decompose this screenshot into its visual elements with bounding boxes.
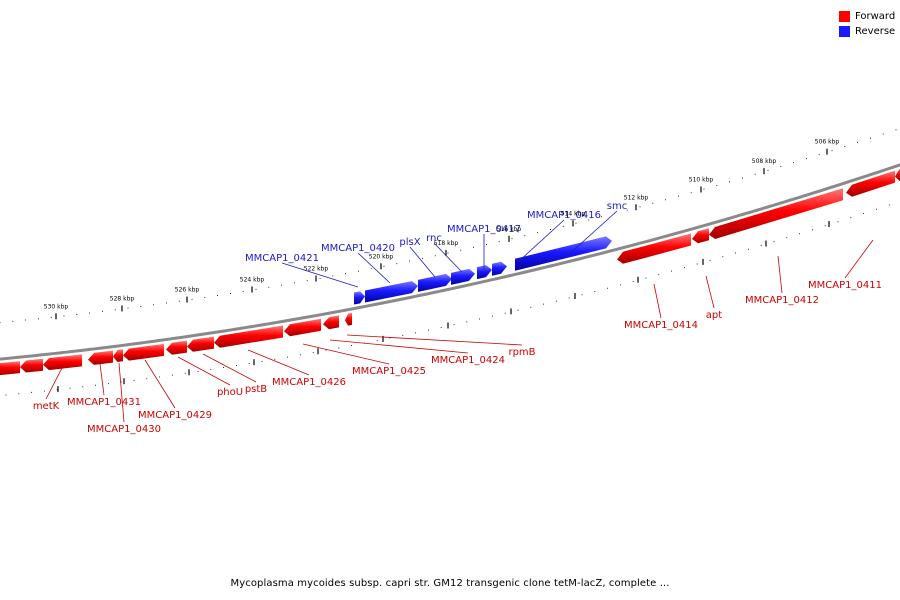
forward-gene-arrow[interactable]	[187, 336, 214, 352]
leader-line	[302, 343, 390, 365]
forward-swatch	[839, 11, 850, 22]
gene-label-g-0430[interactable]: MMCAP1_0430	[87, 424, 161, 435]
tick-label: 506 kbp	[815, 139, 840, 146]
forward-gene-arrow[interactable]	[895, 167, 900, 181]
gene-label-g-metK[interactable]: metK	[33, 401, 60, 412]
genome-backbone	[0, 163, 900, 361]
leader-line	[433, 242, 463, 273]
gene-label-g-0426[interactable]: MMCAP1_0426	[272, 377, 346, 388]
leader-line	[281, 262, 359, 288]
leader-line	[777, 255, 783, 294]
gene-label-g-apt[interactable]: apt	[706, 310, 722, 321]
forward-gene-arrow[interactable]	[0, 361, 20, 376]
gene-label-g-0425[interactable]: MMCAP1_0425	[352, 366, 426, 377]
gene-label-g-rnc[interactable]: rnc	[426, 233, 442, 244]
legend-forward-label: Forward	[855, 11, 896, 22]
gene-label-g-0424[interactable]: MMCAP1_0424	[431, 355, 505, 366]
forward-gene-arrow[interactable]	[88, 350, 113, 365]
tick-label: 508 kbp	[752, 158, 777, 165]
tick-label: 522 kbp	[304, 266, 329, 273]
legend-reverse[interactable]: Reverse	[839, 24, 895, 39]
reverse-gene-arrow[interactable]	[451, 268, 475, 285]
reverse-gene-arrow[interactable]	[365, 281, 418, 303]
forward-strand-genes	[0, 167, 900, 376]
leader-line	[409, 246, 436, 278]
reverse-gene-arrow[interactable]	[477, 265, 492, 280]
forward-gene-arrow[interactable]	[20, 358, 43, 373]
leader-line	[45, 367, 63, 400]
forward-gene-arrow[interactable]	[284, 318, 321, 337]
tick-label: 518 kbp	[434, 240, 459, 247]
tick-label: 530 kbp	[44, 303, 69, 310]
forward-gene-arrow[interactable]	[345, 312, 352, 326]
gene-label-g-0416[interactable]: MMCAP1_0416	[527, 210, 601, 221]
gene-label-g-plsX[interactable]: plsX	[399, 237, 420, 248]
leader-line	[565, 210, 618, 258]
reverse-swatch	[839, 26, 850, 37]
forward-gene-arrow[interactable]	[43, 354, 82, 371]
forward-gene-arrow[interactable]	[617, 233, 691, 264]
legend-forward[interactable]: Forward	[839, 9, 895, 24]
leader-line	[118, 362, 125, 423]
forward-gene-arrow[interactable]	[692, 228, 709, 244]
gene-label-g-0431[interactable]: MMCAP1_0431	[67, 397, 141, 408]
forward-gene-arrow[interactable]	[123, 343, 164, 361]
gene-label-g-0414[interactable]: MMCAP1_0414	[624, 320, 698, 331]
tick-label: 526 kbp	[175, 287, 200, 294]
leader-line	[705, 275, 715, 309]
leader-line	[653, 283, 662, 319]
tick-label: 510 kbp	[689, 176, 714, 183]
forward-gene-arrow[interactable]	[846, 170, 895, 197]
reverse-gene-arrow[interactable]	[492, 261, 507, 276]
reverse-gene-arrow[interactable]	[418, 273, 452, 292]
leader-line	[247, 349, 310, 376]
tick-label: 512 kbp	[624, 194, 649, 201]
gene-label-g-0417[interactable]: MMCAP1_0417	[447, 224, 521, 235]
gene-label-g-0421[interactable]: MMCAP1_0421	[245, 253, 319, 264]
reverse-strand-genes	[354, 236, 612, 305]
leader-line	[144, 359, 176, 409]
leader-line	[99, 363, 105, 396]
leader-line	[202, 353, 257, 383]
leader-line	[517, 219, 565, 263]
tick-label: 528 kbp	[110, 295, 135, 302]
gene-label-g-rpmB[interactable]: rpmB	[508, 347, 535, 358]
forward-gene-arrow[interactable]	[214, 325, 283, 348]
tick-label: 520 kbp	[369, 253, 394, 260]
inner-tick-track	[5, 204, 890, 396]
leader-line	[177, 356, 231, 386]
map-caption: Mycoplasma mycoides subsp. capri str. GM…	[230, 578, 670, 589]
reverse-gene-arrow[interactable]	[354, 291, 365, 305]
tick-labels: 530 kbp 528 kbp 526 kbp 524 kbp 522 kbp 520 k…	[44, 139, 840, 311]
gene-label-g-0411[interactable]: MMCAP1_0411	[808, 280, 882, 291]
leader-line	[844, 239, 874, 279]
forward-gene-arrow[interactable]	[323, 315, 339, 330]
gene-label-g-phoU[interactable]: phoU	[217, 387, 243, 398]
leader-line	[346, 334, 523, 346]
forward-gene-arrow[interactable]	[166, 340, 187, 355]
gene-label-g-0412[interactable]: MMCAP1_0412	[745, 295, 819, 306]
gene-label-g-pstB[interactable]: pstB	[245, 384, 267, 395]
tick-label: 516 kbp	[497, 226, 522, 233]
leader-line	[329, 339, 469, 354]
leader-line	[357, 252, 391, 284]
reverse-gene-arrow[interactable]	[515, 236, 612, 271]
gene-label-g-smc[interactable]: smc	[607, 201, 627, 212]
forward-gene-arrow[interactable]	[709, 188, 843, 239]
tick-label: 524 kbp	[240, 277, 265, 284]
legend: Forward Reverse	[839, 9, 895, 39]
gene-label-g-0420[interactable]: MMCAP1_0420	[321, 243, 395, 254]
legend-reverse-label: Reverse	[855, 26, 896, 37]
gene-label-leaders	[45, 210, 874, 423]
tick-label: 514 kbp	[561, 210, 586, 217]
forward-gene-arrow[interactable]	[113, 349, 123, 362]
gene-label-g-0429[interactable]: MMCAP1_0429	[138, 410, 212, 421]
